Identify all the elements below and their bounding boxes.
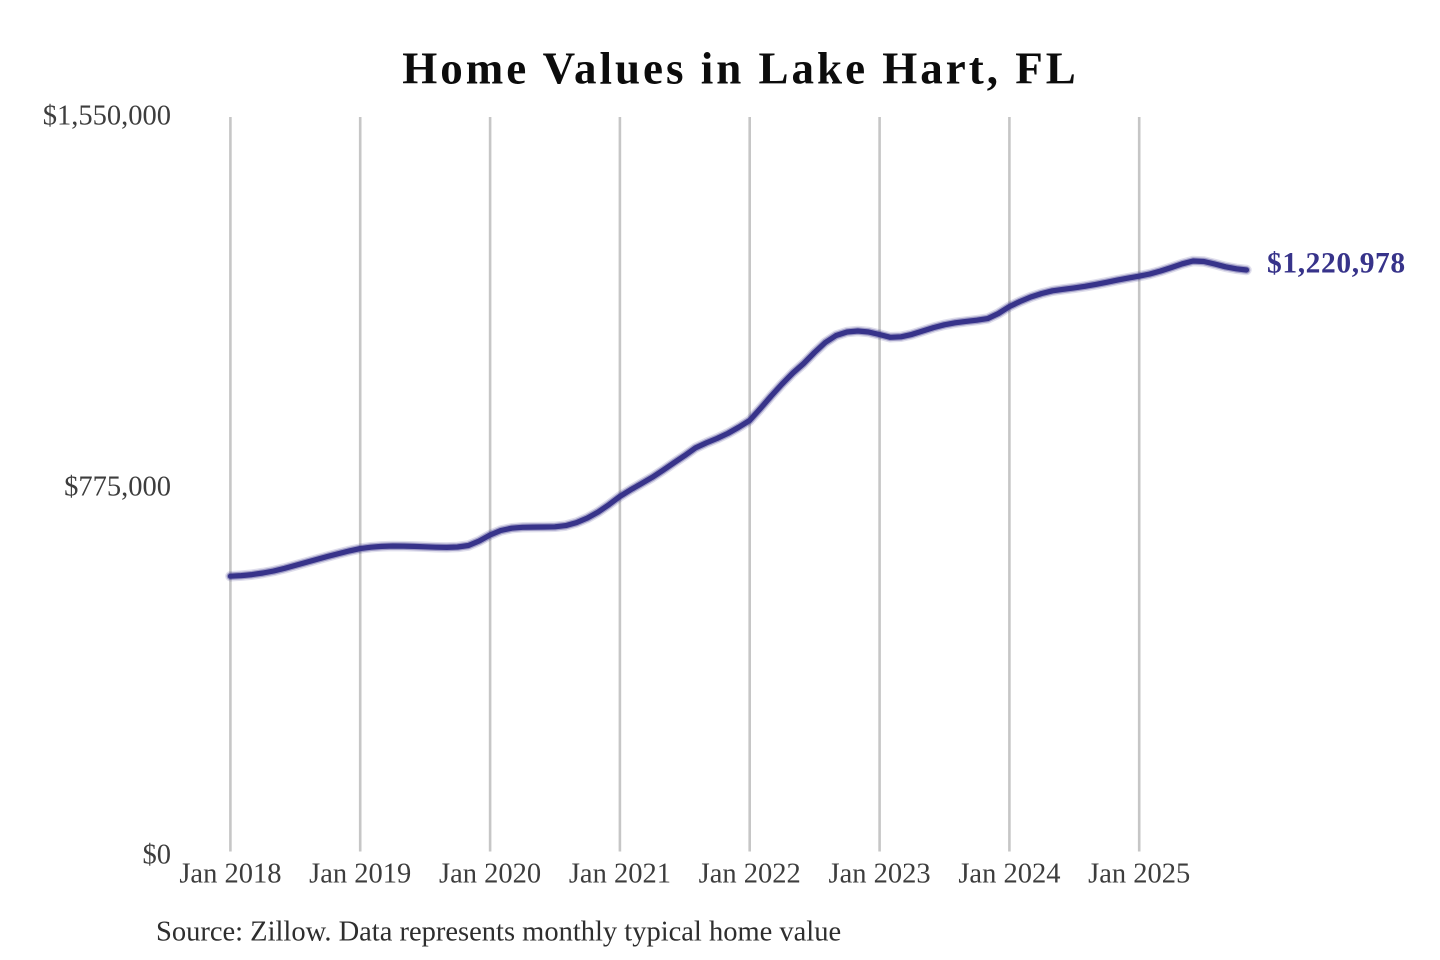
svg-text:Jan 2020: Jan 2020 xyxy=(439,859,541,890)
svg-text:Source: Zillow. Data represent: Source: Zillow. Data represents monthly … xyxy=(156,917,841,948)
svg-text:$775,000: $775,000 xyxy=(64,472,171,503)
svg-text:Jan 2024: Jan 2024 xyxy=(958,859,1060,890)
svg-text:Jan 2019: Jan 2019 xyxy=(309,859,411,890)
svg-text:Jan 2021: Jan 2021 xyxy=(569,859,671,890)
svg-text:$1,220,978: $1,220,978 xyxy=(1267,248,1406,280)
svg-text:Jan 2018: Jan 2018 xyxy=(179,859,281,890)
svg-text:Jan 2022: Jan 2022 xyxy=(699,859,801,890)
svg-text:Jan 2025: Jan 2025 xyxy=(1088,859,1190,890)
svg-text:$1,550,000: $1,550,000 xyxy=(43,101,171,132)
svg-text:Jan 2023: Jan 2023 xyxy=(829,859,931,890)
svg-text:Home Values in Lake Hart, FL: Home Values in Lake Hart, FL xyxy=(402,44,1079,94)
svg-text:$0: $0 xyxy=(143,840,172,871)
